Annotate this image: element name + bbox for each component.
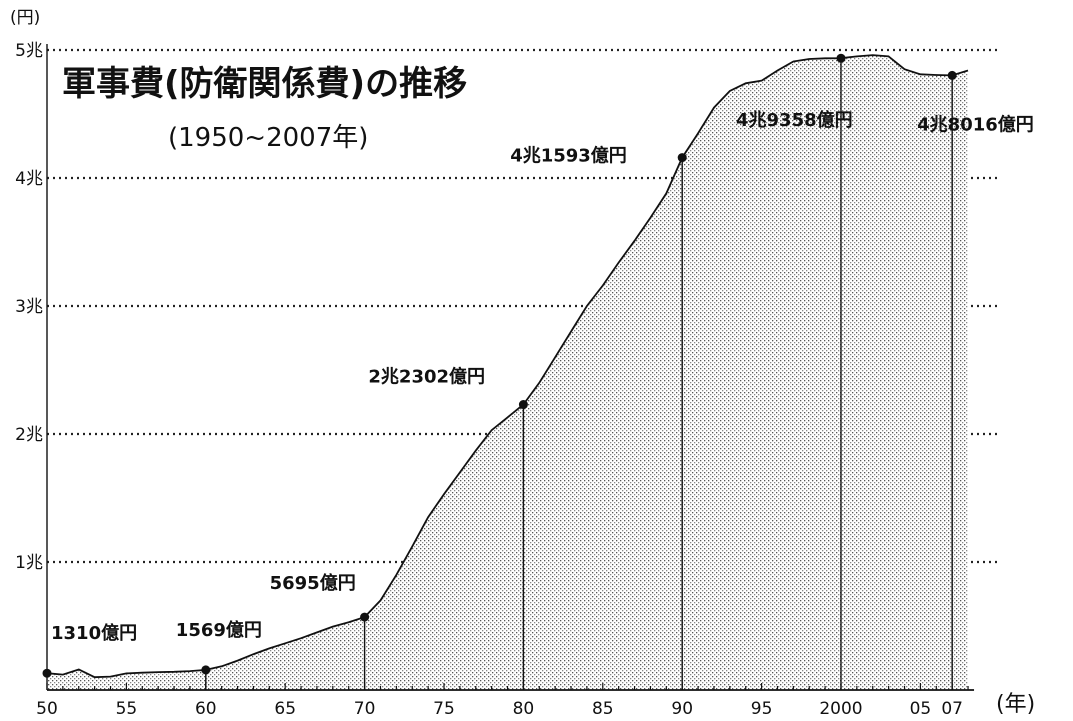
x-tick-label: 85 xyxy=(592,699,614,719)
data-label: 1310億円 xyxy=(51,622,137,644)
x-tick-label: 50 xyxy=(36,699,58,719)
area-fill xyxy=(47,55,968,691)
x-tick-label: 80 xyxy=(513,699,535,719)
data-point-marker xyxy=(201,665,211,675)
x-tick-label: 75 xyxy=(433,699,455,719)
x-tick-label: 65 xyxy=(274,699,296,719)
chart-subtitle: (1950~2007年) xyxy=(168,123,368,153)
data-label: 2兆2302億円 xyxy=(368,366,485,388)
y-tick-label: 5兆 xyxy=(15,41,43,61)
y-tick-label: 4兆 xyxy=(15,169,43,189)
data-point-marker xyxy=(677,153,687,163)
x-tick-label: 07 xyxy=(941,699,963,719)
y-tick-label: 1兆 xyxy=(15,553,43,573)
y-tick-label: 3兆 xyxy=(15,297,43,317)
x-tick-label: 55 xyxy=(116,699,138,719)
x-tick-label: 95 xyxy=(751,699,773,719)
data-label: 4兆9358億円 xyxy=(736,109,853,131)
axes xyxy=(46,44,975,691)
chart-title: 軍事費(防衛関係費)の推移 xyxy=(62,64,467,104)
annotations: 1310億円 1569億円 5695億円 2兆2302億円 4兆1593億円 4兆9358… xyxy=(42,53,1034,678)
data-point-marker xyxy=(360,612,370,622)
area-series xyxy=(46,54,969,691)
y-axis-unit: (円) xyxy=(10,8,40,28)
data-label: 4兆1593億円 xyxy=(510,145,627,167)
data-point-marker xyxy=(947,70,957,80)
x-axis-unit: (年) xyxy=(996,692,1035,717)
data-point-marker xyxy=(518,400,528,410)
data-point-marker xyxy=(42,668,52,678)
data-label: 5695億円 xyxy=(270,572,356,594)
y-tick-label: 2兆 xyxy=(15,425,43,445)
x-tick-label: 90 xyxy=(671,699,693,719)
x-tick-label: 70 xyxy=(354,699,376,719)
x-tick-label: 2000 xyxy=(819,699,862,719)
series-line xyxy=(46,54,969,679)
tick-labels: 1兆 2兆 3兆 4兆 5兆 50 55 60 65 70 75 80 85 90 95 2000 05 07 xyxy=(15,41,963,719)
data-label: 1569億円 xyxy=(176,619,262,641)
x-tick-label: 05 xyxy=(910,699,932,719)
x-tick-label: 60 xyxy=(195,699,217,719)
data-label: 4兆8016億円 xyxy=(917,113,1034,135)
data-point-marker xyxy=(836,53,846,63)
